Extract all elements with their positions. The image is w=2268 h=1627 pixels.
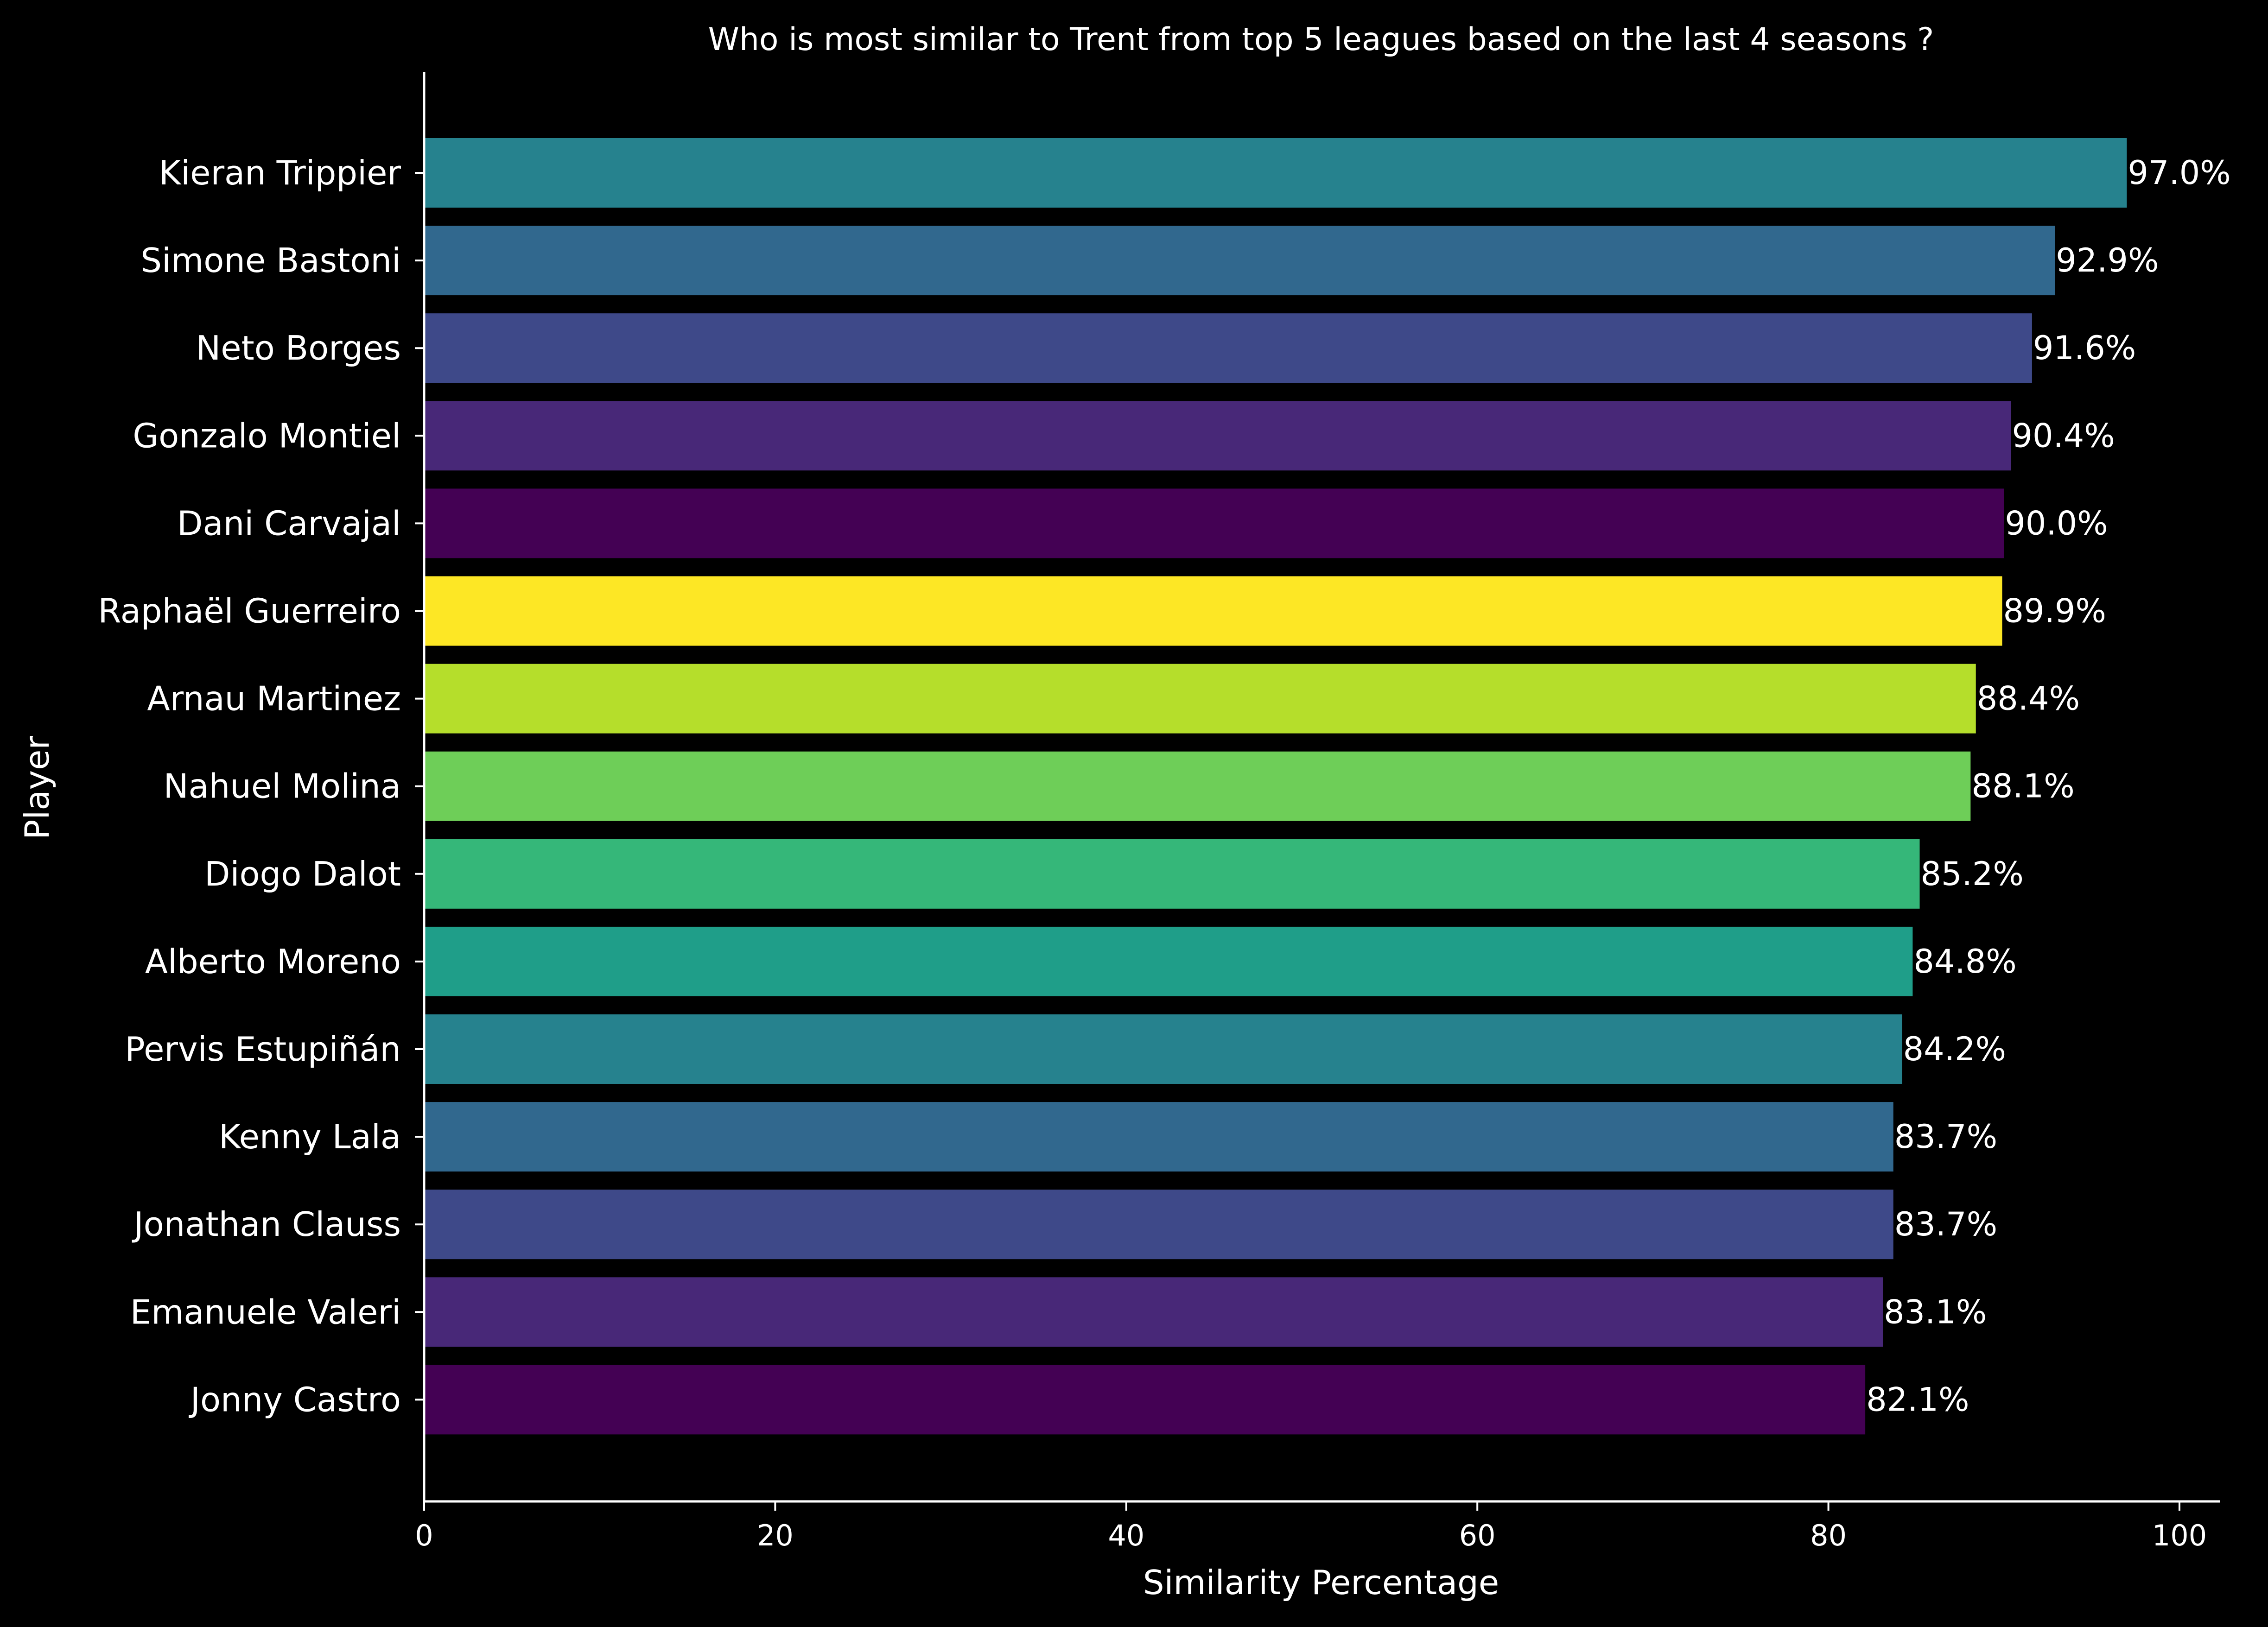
x-axis-label: Similarity Percentage — [1143, 1563, 1499, 1602]
bar — [424, 1277, 1883, 1347]
data-label: 97.0% — [2128, 154, 2230, 192]
category-labels: Kieran Trippier Simone Bastoni Neto Borges… — [98, 153, 424, 1419]
data-label: 83.7% — [1894, 1205, 1997, 1243]
data-label: 90.4% — [2012, 417, 2115, 455]
data-label: 83.1% — [1884, 1293, 1987, 1331]
y-tick-label: Neto Borges — [196, 329, 401, 367]
bar — [424, 401, 2011, 471]
x-tick-label: 80 — [1810, 1519, 1847, 1552]
bar — [424, 138, 2127, 208]
y-tick-label: Gonzalo Montiel — [133, 416, 401, 455]
y-tick-label: Pervis Estupiñán — [125, 1030, 401, 1069]
y-tick-label: Emanuele Valeri — [130, 1292, 401, 1331]
bar — [424, 1014, 1902, 1084]
bar — [424, 313, 2032, 383]
data-label: 89.9% — [2003, 592, 2106, 630]
y-tick-label: Jonathan Clauss — [132, 1205, 401, 1244]
data-label: 92.9% — [2056, 241, 2159, 279]
bar — [424, 926, 1913, 996]
bar — [424, 751, 1971, 821]
data-label: 84.8% — [1913, 943, 2016, 981]
data-label: 82.1% — [1866, 1380, 1969, 1418]
data-label: 88.4% — [1977, 680, 2080, 718]
x-tick-label: 20 — [757, 1519, 794, 1552]
x-tick-label: 40 — [1108, 1519, 1144, 1552]
data-label: 84.2% — [1903, 1030, 2006, 1068]
bar — [424, 488, 2004, 558]
data-label: 83.7% — [1894, 1118, 1997, 1156]
bar — [424, 664, 1976, 734]
y-tick-label: Kenny Lala — [219, 1117, 401, 1156]
y-tick-label: Nahuel Molina — [164, 767, 401, 806]
data-label: 85.2% — [1921, 855, 2024, 893]
bar — [424, 1190, 1893, 1260]
data-label: 90.0% — [2005, 504, 2108, 542]
bar — [424, 1365, 1866, 1435]
x-axis-ticks: 0 20 40 60 80 100 — [415, 1501, 2207, 1552]
chart-title: Who is most similar to Trent from top 5 … — [708, 21, 1934, 58]
y-tick-label: Kieran Trippier — [159, 153, 401, 192]
y-tick-label: Alberto Moreno — [145, 942, 401, 981]
bar — [424, 576, 2002, 646]
y-tick-label: Raphaël Guerreiro — [98, 592, 401, 631]
x-tick-label: 100 — [2152, 1519, 2207, 1552]
x-tick-label: 0 — [415, 1519, 433, 1552]
value-labels: 97.0% 92.9% 91.6% 90.4% 90.0% 89.9% 88.4% 88.1%… — [1866, 154, 2231, 1418]
y-tick-label: Jonny Castro — [189, 1380, 401, 1419]
y-axis-label: Player — [18, 736, 57, 840]
bars-layer — [424, 138, 2127, 1435]
y-tick-label: Simone Bastoni — [140, 241, 401, 280]
x-tick-label: 60 — [1459, 1519, 1496, 1552]
y-tick-label: Dani Carvajal — [177, 504, 401, 543]
data-label: 88.1% — [1971, 767, 2074, 805]
bar — [424, 839, 1920, 909]
data-label: 91.6% — [2033, 329, 2136, 367]
bar — [424, 1102, 1893, 1172]
y-tick-label: Diogo Dalot — [204, 855, 401, 893]
bar — [424, 226, 2055, 296]
y-tick-label: Arnau Martinez — [147, 679, 401, 718]
